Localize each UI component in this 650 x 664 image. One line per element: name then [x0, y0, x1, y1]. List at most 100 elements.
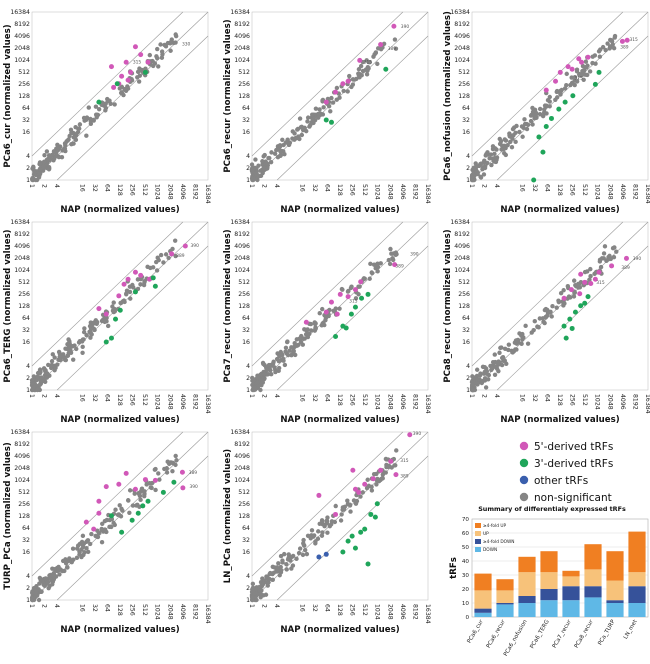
color-legend: 5'-derived tRFs 3'-derived tRFs other tRFs…	[519, 441, 613, 504]
three-prime-point	[119, 529, 125, 535]
ns-point	[50, 573, 55, 578]
ns-point	[290, 553, 296, 559]
scatter-panel-1: 11 2 2 4 4 16 16 32 32 64 64 128 128 256 256 512 512 1024…	[3, 9, 211, 215]
five-prime-point	[123, 59, 129, 65]
ns-point	[164, 470, 170, 475]
ns-point	[471, 380, 476, 385]
y-tick-label: 4	[246, 573, 250, 580]
y-tick-label: 64	[242, 525, 250, 532]
legend-marker-5p	[519, 441, 529, 451]
ns-point	[494, 155, 500, 160]
y-tick-label: 8192	[234, 21, 250, 28]
x-tick-label: 64	[103, 184, 110, 192]
ns-point	[482, 376, 488, 381]
ns-point	[88, 329, 93, 335]
three-prime-point	[103, 339, 109, 345]
ns-point	[513, 130, 518, 136]
ns-point	[278, 143, 283, 148]
ns-point	[316, 115, 321, 120]
x-axis-label: NAP (normalized values)	[280, 205, 399, 215]
ns-point	[56, 349, 62, 355]
ns-point	[99, 528, 105, 533]
x-tick-label: 2048	[386, 604, 393, 620]
bar-segment	[562, 576, 580, 587]
ns-point	[270, 577, 276, 582]
point-label: 315	[133, 60, 142, 66]
x-tick-label: 2	[261, 184, 268, 188]
ns-point	[550, 304, 555, 309]
ns-point	[254, 597, 259, 603]
x-tick-label: 128	[116, 184, 123, 196]
three-prime-point	[572, 309, 578, 315]
legend-marker-other	[519, 475, 529, 485]
x-tick-label: 32	[91, 604, 98, 612]
ns-point	[96, 107, 102, 112]
ns-point	[519, 341, 524, 346]
ns-point	[66, 137, 71, 142]
ns-point	[510, 136, 515, 141]
three-prime-point	[96, 99, 102, 105]
lower-4fold-line	[276, 455, 429, 601]
three-prime-point	[383, 66, 389, 72]
three-prime-point	[365, 561, 371, 567]
ns-point	[77, 549, 82, 554]
ns-point	[103, 108, 108, 113]
ns-point	[345, 89, 350, 94]
y-tick-label: 8192	[454, 231, 470, 238]
ns-point	[46, 167, 52, 172]
ns-point	[308, 536, 313, 541]
ns-point	[514, 347, 519, 352]
ns-point	[509, 145, 515, 150]
y-tick-label: 2	[246, 585, 250, 592]
ns-point	[35, 374, 40, 380]
ns-point	[149, 485, 154, 491]
ns-point	[324, 521, 330, 526]
ns-point	[309, 328, 314, 333]
ns-point	[81, 329, 87, 335]
ns-point	[507, 131, 512, 136]
three-prime-point	[362, 526, 368, 532]
y-tick-label: 256	[18, 81, 30, 88]
ns-point	[50, 352, 55, 357]
y-tick-label: 32	[22, 537, 30, 544]
x-tick-label: 4096	[619, 184, 626, 200]
three-prime-point	[142, 69, 148, 75]
ns-point	[267, 155, 272, 161]
ns-point	[484, 371, 489, 376]
lower-4fold-line	[276, 35, 429, 181]
x-tick-label: 4	[493, 184, 500, 188]
y-tick-label: 4096	[234, 453, 250, 460]
ns-point	[383, 456, 389, 462]
ns-point	[256, 163, 261, 168]
ns-point	[35, 386, 41, 392]
ns-point	[508, 139, 513, 145]
x-tick-label: 512	[141, 184, 148, 196]
x-tick-label: 256	[129, 394, 136, 406]
y-tick-label: 1	[26, 597, 30, 604]
y-tick-label: 64	[22, 525, 30, 532]
ns-point	[319, 533, 325, 538]
ns-point	[259, 383, 264, 388]
ns-point	[470, 387, 475, 393]
ns-point	[597, 257, 603, 263]
ns-point	[537, 106, 543, 112]
ns-point	[353, 500, 359, 506]
ns-point	[349, 284, 354, 289]
ns-point	[529, 330, 534, 335]
ns-point	[365, 477, 370, 482]
ns-point	[608, 256, 614, 262]
x-tick-label: 8192	[411, 184, 418, 200]
y-tick-label: 16384	[10, 429, 30, 436]
ns-point	[46, 362, 51, 368]
ns-point	[145, 264, 150, 270]
y-tick-label: 1	[246, 177, 250, 184]
ns-point	[547, 310, 552, 315]
ns-point	[321, 105, 326, 110]
ns-point	[250, 594, 255, 600]
y-tick-label: 2048	[234, 465, 250, 472]
x-tick-label: 8192	[631, 394, 638, 410]
y-tick-label: 2	[26, 375, 30, 382]
ns-point	[530, 109, 536, 115]
ns-point	[30, 166, 35, 171]
ns-point	[590, 54, 595, 59]
